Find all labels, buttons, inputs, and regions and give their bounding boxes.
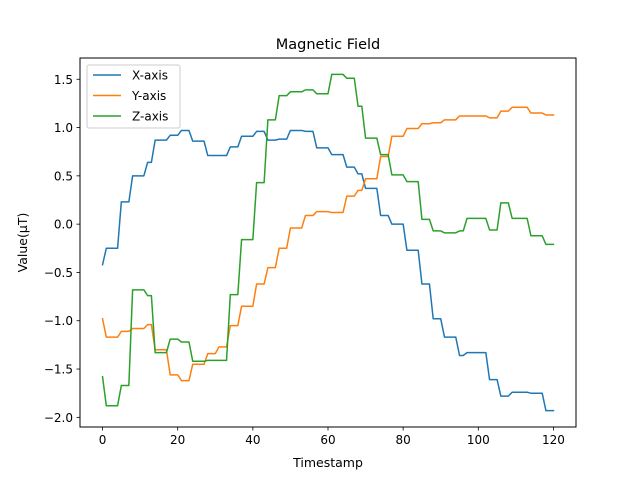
y-tick-label: −2.0 bbox=[44, 411, 73, 425]
legend-box bbox=[86, 64, 181, 129]
legend-label-x-axis: X-axis bbox=[132, 69, 168, 83]
series-line-x-axis bbox=[101, 129, 555, 412]
x-axis-label: Timestamp bbox=[292, 455, 363, 470]
x-tick-label: 0 bbox=[99, 433, 107, 447]
y-tick-label: 1.0 bbox=[54, 121, 73, 135]
series-line-z-axis bbox=[101, 73, 555, 407]
x-tick-label: 100 bbox=[467, 433, 490, 447]
legend-label-y-axis: Y-axis bbox=[131, 89, 166, 103]
y-tick-label: 0.0 bbox=[54, 218, 73, 232]
legend-label-z-axis: Z-axis bbox=[132, 110, 168, 124]
y-axis-label: Value(µT) bbox=[15, 213, 30, 273]
x-tick-label: 40 bbox=[245, 433, 260, 447]
x-tick-label: 80 bbox=[396, 433, 411, 447]
legend: X-axis Y-axis Z-axis bbox=[86, 64, 181, 129]
y-tick-label: −1.0 bbox=[44, 314, 73, 328]
y-tick-label: 0.5 bbox=[54, 169, 73, 183]
y-tick-label: −1.5 bbox=[44, 363, 73, 377]
series-layer bbox=[101, 73, 555, 412]
y-axis-ticks: −2.0 −1.5 −1.0 −0.5 0.0 0.5 1.0 1.5 bbox=[44, 73, 80, 425]
x-tick-label: 60 bbox=[320, 433, 335, 447]
y-tick-label: 1.5 bbox=[54, 73, 73, 87]
x-tick-label: 120 bbox=[542, 433, 565, 447]
y-tick-label: −0.5 bbox=[44, 266, 73, 280]
x-axis-ticks: 0 20 40 60 80 100 120 bbox=[99, 427, 565, 447]
x-tick-label: 20 bbox=[170, 433, 185, 447]
chart-title: Magnetic Field bbox=[276, 37, 380, 53]
series-line-y-axis bbox=[101, 106, 555, 382]
